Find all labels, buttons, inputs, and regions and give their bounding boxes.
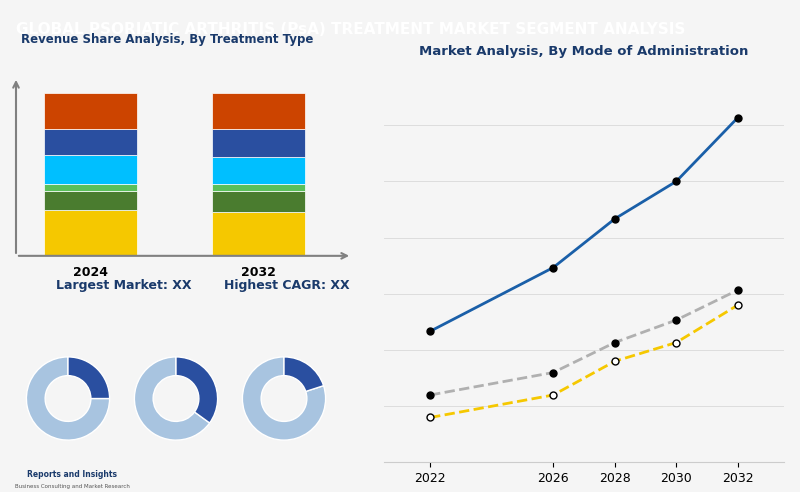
Bar (44, 93, 138, 129)
Bar (212, 191, 306, 212)
Bar (44, 191, 138, 210)
Bar (212, 93, 306, 129)
Wedge shape (176, 357, 218, 423)
Bar (212, 156, 306, 184)
Text: 2032: 2032 (242, 266, 276, 278)
Bar (44, 129, 138, 155)
Text: Reports and Insights: Reports and Insights (27, 470, 117, 479)
Bar (212, 129, 306, 156)
Wedge shape (284, 357, 323, 392)
Wedge shape (242, 357, 326, 440)
Text: GLOBAL PSORIATIC ARTHRITIS (PsA) TREATMENT MARKET SEGMENT ANALYSIS: GLOBAL PSORIATIC ARTHRITIS (PsA) TREATME… (16, 22, 686, 37)
Wedge shape (68, 357, 110, 399)
Title: Market Analysis, By Mode of Administration: Market Analysis, By Mode of Administrati… (419, 45, 749, 58)
Bar (212, 184, 306, 191)
Wedge shape (134, 357, 210, 440)
Text: Largest Market: XX: Largest Market: XX (56, 279, 192, 292)
Bar (212, 212, 306, 256)
Text: Business Consulting and Market Research: Business Consulting and Market Research (14, 484, 130, 489)
Text: Highest CAGR: XX: Highest CAGR: XX (224, 279, 350, 292)
Bar (44, 184, 138, 191)
Text: Revenue Share Analysis, By Treatment Type: Revenue Share Analysis, By Treatment Typ… (21, 33, 314, 46)
Text: 2024: 2024 (73, 266, 108, 278)
Bar (44, 210, 138, 256)
Bar (44, 155, 138, 184)
Wedge shape (26, 357, 110, 440)
